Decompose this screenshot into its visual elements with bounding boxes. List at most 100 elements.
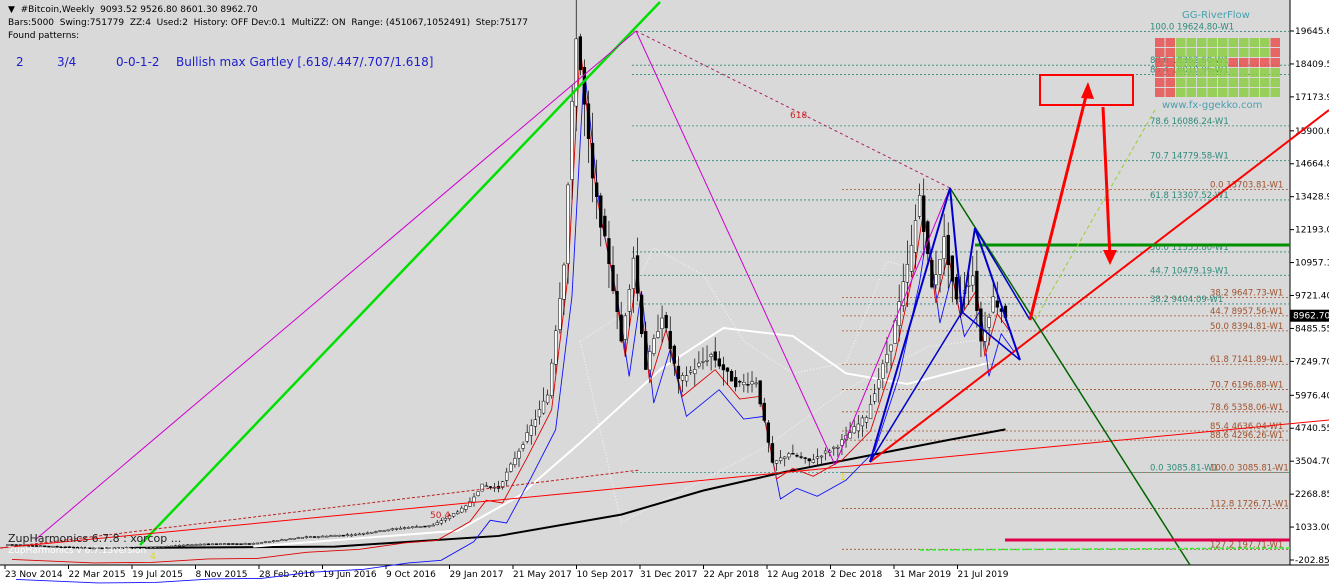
candle-body [578,36,582,71]
candle-body [635,255,640,294]
y-tick-label: 9721.40 [1295,291,1329,301]
candle-body [746,384,750,386]
candle-body [611,265,615,292]
y-tick-label: 18409.5 [1295,60,1329,70]
candle-body [308,536,313,538]
candle-body [30,545,35,547]
candle-body [954,276,959,300]
candle-body [803,457,807,459]
logo-cell [1165,38,1175,47]
candle-body [684,375,689,382]
logo-cell [1165,78,1175,87]
x-tick-label: 31 Mar 2019 [894,570,951,580]
ma-black-line [130,428,1006,549]
candle-body [627,289,632,312]
candle-body [366,532,370,535]
candle-body [742,381,746,386]
logo-cell [1155,48,1165,57]
gartley-pattern [869,187,1021,463]
candle-body [545,394,550,404]
candle-body [529,425,533,436]
candle-body [202,543,206,546]
fib-level-label: 38.2 9404.09-W1 [1150,295,1223,305]
logo-cell [1270,58,1280,67]
candle-body [525,432,529,442]
candle-body [901,281,905,306]
ichimoku-cloud [579,247,1011,524]
candle-body [79,547,84,549]
pattern-index: 2 [16,55,24,69]
fib-level-label: 0.0 13703.81-W1 [1210,180,1283,190]
logo-cell [1270,88,1280,97]
logo-cell [1186,78,1196,87]
candle-body [873,393,877,402]
candle-body [337,534,341,537]
fib-level-label: 44.7 10479.19-W1 [1150,266,1229,276]
candle-body [382,530,386,532]
candle-body [427,525,431,527]
logo-cell [1165,68,1175,77]
candle-body [341,534,345,537]
candle-body [251,543,255,545]
fib-level-label: 44.7 8957.56-W1 [1210,307,1283,317]
candle-body [787,453,791,458]
logo-title: GG-RiverFlow [1182,10,1250,21]
candle-body [96,547,100,549]
candle-body [104,547,108,549]
candle-body [75,547,80,549]
candle-body [595,182,599,197]
candle-body [660,317,664,330]
logo-cell [1239,68,1249,77]
candle-body [603,215,607,237]
logo-cell [1165,48,1175,57]
y-tick-label: 3504.70 [1295,457,1329,467]
candle-body [435,522,439,525]
candle-body [312,536,317,538]
candle-body [178,544,182,547]
candle-body [905,264,910,283]
candle-body [521,444,525,449]
candle-body [165,545,170,548]
candle-body [128,547,133,549]
candle-body [280,539,284,542]
candle-body [161,546,165,548]
candle-body [623,315,627,340]
logo-cell [1207,48,1217,57]
candle-body [840,439,844,446]
candle-body [979,308,983,342]
logo-cell [1197,88,1207,97]
candle-body [799,456,803,458]
candle-body [500,481,505,488]
candle-body [877,379,881,389]
candle-body [108,547,112,549]
candle-body [774,460,779,464]
y-tick-label: 13428.9 [1295,193,1329,203]
logo-cell [1270,48,1280,57]
candle-body [541,400,546,414]
candle-body [987,316,991,328]
candle-body [484,485,488,488]
candle-body [259,542,264,544]
fib-level-label: 127.2 197.71-W1 [1210,540,1283,550]
x-tick-label: 2 Dec 2018 [831,570,883,580]
candle-body [447,515,452,519]
symbol-line: ▼ #Bitcoin,Weekly 9093.52 9526.80 8601.3… [8,5,258,15]
logo-cell [1239,38,1249,47]
candle-body [778,457,783,461]
candle-body [239,543,243,545]
fib-level-label: 50.0 11355.80-W1 [1150,243,1229,253]
candle-body [926,221,930,255]
target-box [1039,74,1134,106]
candle-body [505,471,509,481]
candle-body [819,455,824,458]
candle-body [513,458,517,465]
candle-body [243,543,247,545]
logo-cell [1197,38,1207,47]
candle-body [566,184,570,264]
candle-body [276,540,280,542]
logo-cell [1249,68,1259,77]
logo-cell [1155,78,1165,87]
candle-body [913,220,918,253]
